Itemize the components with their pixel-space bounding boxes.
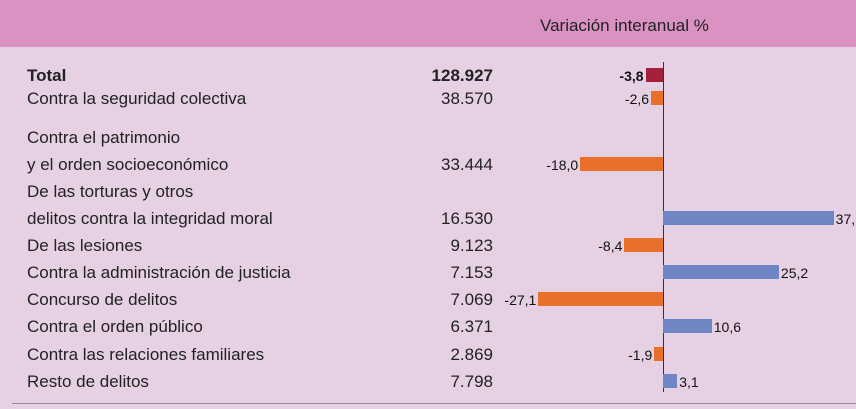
row-label: Concurso de delitos <box>27 289 178 309</box>
row-label: Contra la seguridad colectiva <box>27 88 247 108</box>
row-count: 16.530 <box>441 208 493 228</box>
value-label: -1,9 <box>628 347 653 363</box>
bar <box>538 292 663 306</box>
row-label: Contra las relaciones familiares <box>27 344 265 364</box>
row-count: 2.869 <box>450 344 493 364</box>
value-label: -8,4 <box>598 238 623 254</box>
bar <box>663 374 678 388</box>
row-count: 33.444 <box>441 154 493 174</box>
row-count: 9.123 <box>450 235 493 255</box>
row-label: Resto de delitos <box>27 371 149 391</box>
row-label: Total <box>27 65 67 85</box>
value-label: -3,8 <box>619 68 644 84</box>
value-label: -2,6 <box>624 91 650 107</box>
value-label: 10,6 <box>713 319 741 335</box>
row-label: Contra el patrimonio y el orden socioeco… <box>27 127 229 174</box>
zero-axis <box>663 62 664 392</box>
header: Variación interanual % <box>540 16 709 35</box>
row-count: 7.153 <box>450 262 493 282</box>
bar <box>663 211 834 225</box>
row-count: 128.927 <box>431 65 493 85</box>
bottom-rule <box>12 403 856 404</box>
row-label: De las torturas y otros delitos contra l… <box>27 181 273 228</box>
bar <box>645 68 663 82</box>
bar <box>663 319 712 333</box>
value-label: 25,2 <box>780 265 809 281</box>
bar <box>624 238 663 252</box>
value-label: 37,1 <box>835 211 856 227</box>
row-count: 7.798 <box>450 371 493 391</box>
bar <box>651 91 663 105</box>
bar <box>663 265 779 279</box>
value-label: -18,0 <box>546 157 579 173</box>
value-label: -27,1 <box>504 292 537 308</box>
header-band <box>0 0 856 47</box>
row-label: Contra el orden público <box>27 316 203 336</box>
row-count: 6.371 <box>450 316 493 336</box>
row-label: De las lesiones <box>27 235 143 255</box>
row-label: Contra la administración de justicia <box>27 262 291 282</box>
value-label: 3,1 <box>679 374 699 390</box>
bar <box>580 157 663 171</box>
bar <box>654 347 663 361</box>
row-count: 38.570 <box>441 88 493 108</box>
row-count: 7.069 <box>450 289 493 309</box>
